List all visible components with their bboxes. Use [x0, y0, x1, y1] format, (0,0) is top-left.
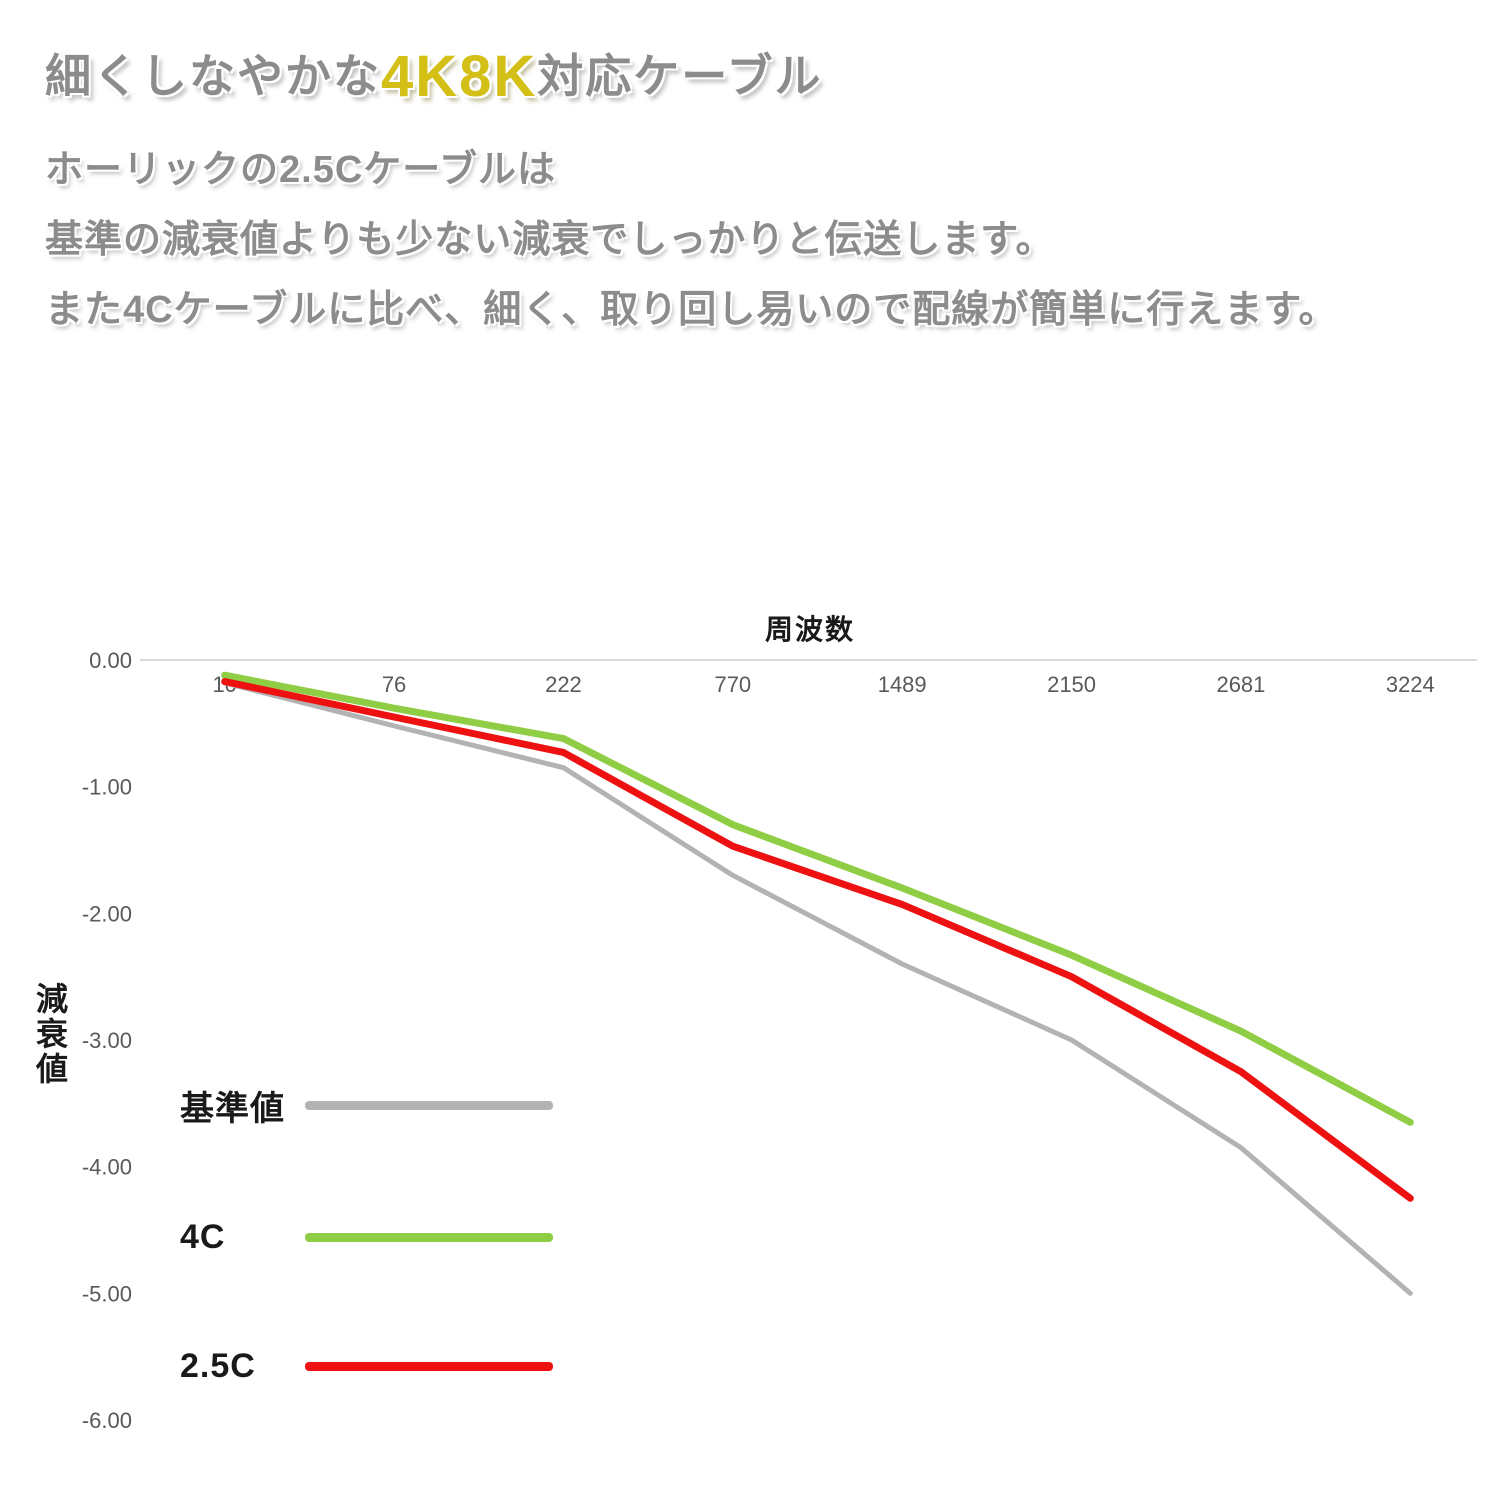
legend-label: 4C	[180, 1217, 226, 1256]
series-line-2.5C	[221, 678, 1414, 1202]
x-tick-label: 1489	[878, 672, 927, 697]
y-tick-label: -4.00	[82, 1155, 132, 1180]
legend-label: 基準値	[180, 1089, 285, 1128]
legend-item: 基準値	[180, 1081, 553, 1129]
x-tick-label: 222	[545, 672, 582, 697]
body-line: 基準の減衰値よりも少ない減衰でしっかりと伝送します。	[45, 219, 1055, 261]
x-tick-label: 3224	[1386, 672, 1435, 697]
x-tick-label: 770	[714, 672, 751, 697]
page-title: 細くしなやかな4K8K対応ケーブル	[45, 40, 823, 110]
y-tick-label: -2.00	[82, 901, 132, 926]
series-line-4C	[221, 671, 1414, 1126]
y-tick-label: -6.00	[82, 1408, 132, 1433]
body-line: ホーリックの2.5Cケーブルは	[45, 149, 556, 191]
y-axis-label: 減衰値	[35, 981, 68, 1088]
x-tick-label: 2150	[1047, 672, 1096, 697]
x-tick-label: 76	[382, 672, 406, 697]
legend-swatch	[305, 1361, 553, 1371]
series-line-基準値	[222, 680, 1413, 1296]
y-tick-label: -3.00	[82, 1028, 132, 1053]
page-title-post: 対応ケーブル	[537, 50, 823, 102]
x-tick-label: 2681	[1216, 672, 1265, 697]
legend-swatch	[305, 1100, 553, 1110]
body-line: また4Cケーブルに比べ、細く、取り回し易いので配線が簡単に行えます。	[45, 289, 1338, 331]
y-tick-label: 0.00	[89, 648, 132, 673]
legend-item: 4C	[180, 1213, 553, 1261]
legend-label: 2.5C	[180, 1346, 256, 1385]
legend-swatch	[305, 1232, 553, 1242]
y-tick-label: -5.00	[82, 1281, 132, 1306]
chart-title: 周波数	[764, 614, 855, 645]
y-tick-label: -1.00	[82, 775, 132, 800]
page-title-pre: 細くしなやかな	[45, 50, 381, 102]
legend-item: 2.5C	[180, 1342, 553, 1390]
page-title-highlight: 4K8K	[381, 44, 538, 109]
